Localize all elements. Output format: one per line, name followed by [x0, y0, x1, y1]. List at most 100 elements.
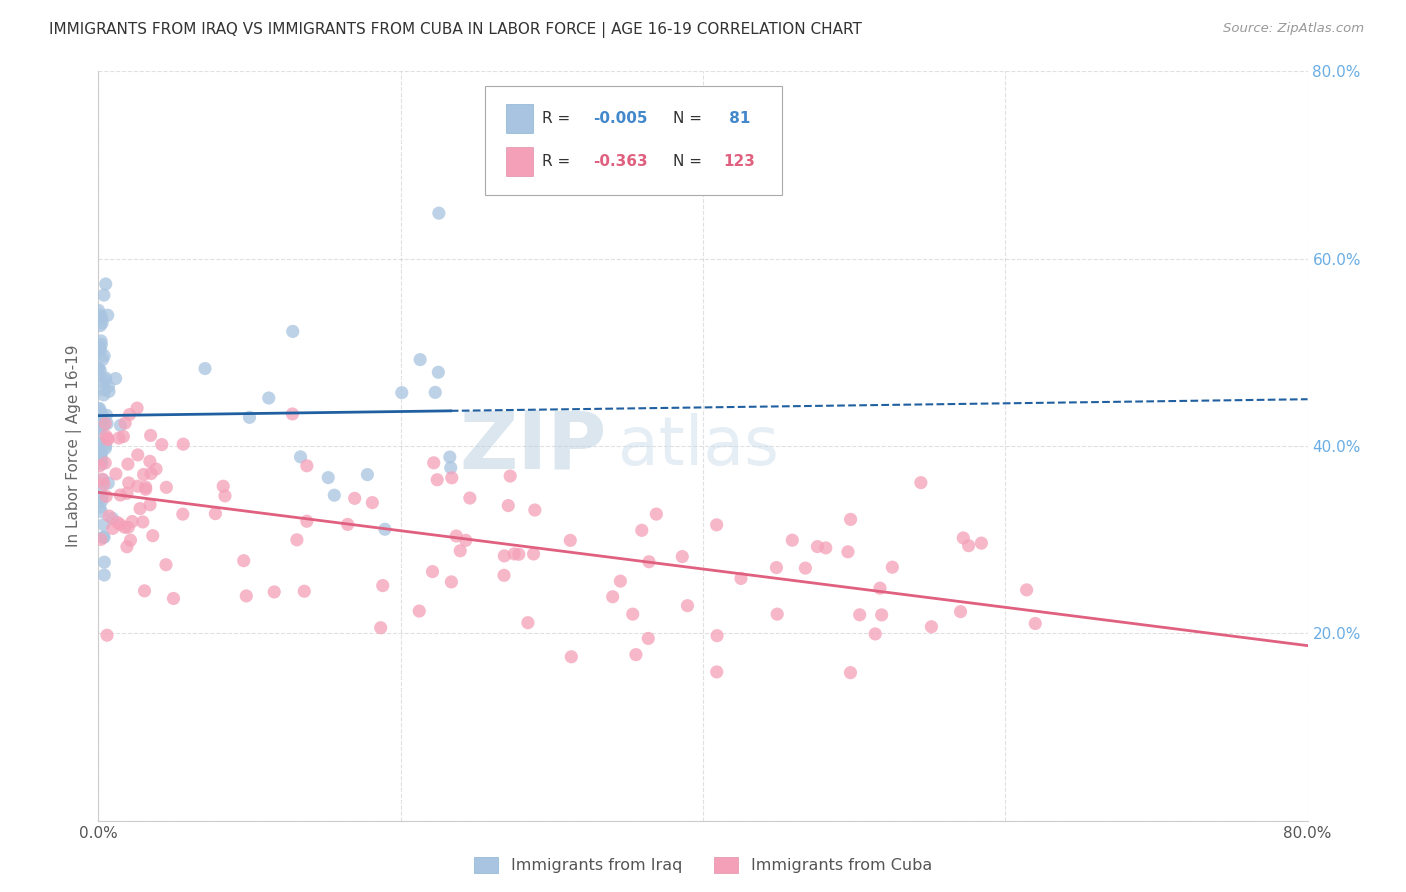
Point: [97, 433, 120, 447]
Point: [499, 469, 522, 483]
FancyBboxPatch shape: [506, 147, 533, 176]
Point: [374, 522, 396, 536]
Point: [90, 422, 112, 436]
Point: [806, 540, 828, 554]
Point: [93, 288, 115, 302]
Point: [139, 428, 162, 442]
Point: [127, 448, 149, 462]
Y-axis label: In Labor Force | Age 16-19: In Labor Force | Age 16-19: [66, 344, 83, 548]
Point: [794, 561, 817, 575]
Point: [89, 447, 111, 461]
Point: [439, 450, 461, 464]
Point: [89, 401, 111, 416]
Text: 81: 81: [724, 112, 749, 126]
Point: [89, 483, 111, 498]
Point: [96, 628, 118, 642]
Point: [90, 414, 112, 428]
Point: [87, 341, 110, 355]
Point: [427, 206, 450, 220]
Point: [90, 337, 112, 351]
Point: [952, 531, 974, 545]
Point: [316, 470, 339, 484]
Point: [290, 450, 312, 464]
Point: [292, 584, 315, 599]
Point: [920, 620, 942, 634]
Point: [101, 521, 124, 535]
Point: [112, 429, 135, 443]
Point: [94, 371, 117, 385]
Point: [90, 343, 112, 357]
Point: [863, 627, 886, 641]
Point: [93, 349, 115, 363]
Point: [90, 533, 112, 547]
Point: [446, 529, 468, 543]
Point: [150, 437, 173, 451]
Point: [93, 383, 115, 397]
Point: [90, 452, 112, 467]
Point: [370, 621, 392, 635]
Point: [361, 495, 384, 509]
Point: [94, 442, 117, 456]
Point: [145, 462, 167, 476]
Point: [115, 540, 138, 554]
Point: [503, 547, 526, 561]
Point: [93, 530, 115, 544]
Point: [125, 401, 148, 416]
Point: [90, 422, 112, 436]
Point: [560, 533, 582, 548]
Point: [238, 410, 260, 425]
Point: [94, 456, 117, 470]
Point: [139, 454, 162, 468]
FancyBboxPatch shape: [485, 87, 782, 195]
Point: [621, 607, 644, 622]
Point: [127, 479, 149, 493]
Point: [134, 583, 156, 598]
Point: [96, 417, 118, 431]
Text: -0.363: -0.363: [593, 153, 648, 169]
Point: [117, 457, 139, 471]
Point: [516, 615, 538, 630]
Point: [440, 460, 463, 475]
Point: [97, 308, 120, 322]
Point: [98, 509, 121, 524]
Point: [839, 512, 862, 526]
Point: [90, 419, 112, 434]
Point: [1024, 616, 1046, 631]
Point: [90, 446, 112, 460]
Point: [91, 408, 114, 422]
Point: [522, 547, 544, 561]
Point: [93, 517, 115, 532]
Point: [706, 629, 728, 643]
Point: [121, 515, 143, 529]
FancyBboxPatch shape: [506, 104, 533, 133]
Point: [232, 554, 254, 568]
Point: [89, 500, 111, 515]
Legend: Immigrants from Iraq, Immigrants from Cuba: Immigrants from Iraq, Immigrants from Cu…: [468, 850, 938, 880]
Point: [409, 352, 432, 367]
Point: [142, 529, 165, 543]
Point: [96, 489, 118, 503]
Point: [214, 489, 236, 503]
Point: [602, 590, 624, 604]
Text: N =: N =: [672, 112, 707, 126]
Point: [839, 665, 862, 680]
Text: R =: R =: [543, 153, 575, 169]
Point: [970, 536, 993, 550]
Point: [90, 334, 112, 348]
Text: -0.005: -0.005: [593, 112, 648, 126]
Point: [730, 571, 752, 585]
Point: [94, 429, 117, 443]
Point: [87, 362, 110, 376]
Point: [162, 591, 184, 606]
Point: [323, 488, 346, 502]
Point: [343, 491, 366, 506]
Point: [336, 517, 359, 532]
Point: [101, 511, 124, 525]
Point: [115, 486, 138, 500]
Point: [155, 480, 177, 494]
Point: [89, 436, 111, 450]
Point: [172, 437, 194, 451]
Point: [135, 480, 157, 494]
Point: [139, 498, 162, 512]
Point: [105, 516, 128, 530]
